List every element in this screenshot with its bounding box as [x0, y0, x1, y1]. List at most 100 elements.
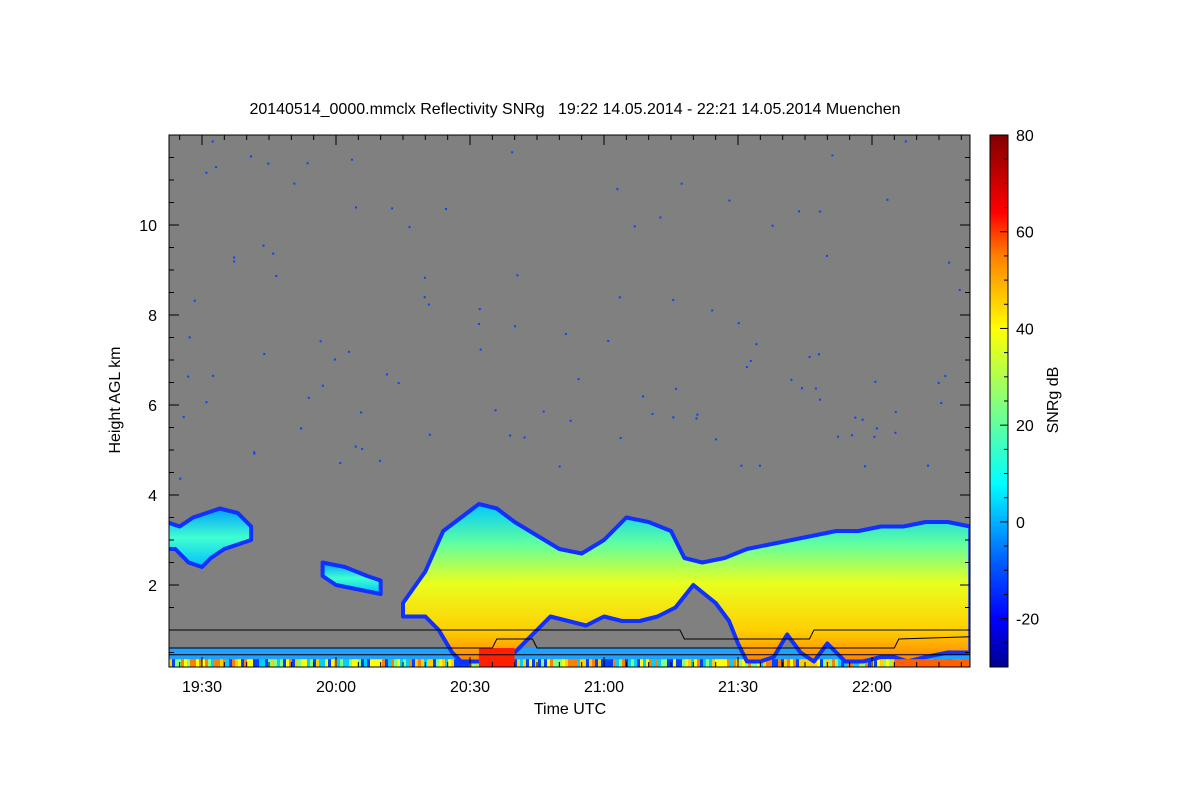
noise-speckle [478, 308, 481, 311]
surface-echo-pixel [298, 659, 301, 667]
y-tick-label: 10 [139, 218, 157, 235]
surface-echo-pixel [592, 659, 595, 667]
surface-echo-pixel [274, 659, 277, 667]
surface-echo-pixel [448, 659, 451, 667]
surface-echo-pixel [667, 659, 670, 667]
surface-echo-pixel [400, 659, 403, 667]
surface-echo-pixel [808, 659, 811, 667]
surface-echo-pixel [310, 659, 313, 667]
noise-speckle [360, 411, 363, 414]
noise-speckle [886, 198, 889, 201]
surface-echo-pixel [229, 659, 232, 667]
surface-echo-pixel [238, 659, 241, 667]
surface-echo-pixel [244, 659, 247, 667]
surface-echo-pixel [328, 659, 331, 667]
surface-echo-pixel [340, 659, 343, 667]
surface-echo-pixel [520, 659, 523, 667]
noise-speckle [361, 447, 364, 450]
surface-echo-pixel [865, 659, 868, 667]
surface-echo-pixel [637, 659, 640, 667]
noise-speckle [275, 275, 278, 278]
noise-speckle [542, 410, 545, 413]
noise-speckle [927, 464, 930, 467]
surface-echo-pixel [805, 659, 808, 667]
surface-echo-pixel [349, 659, 352, 667]
x-tick-label: 20:00 [316, 679, 356, 696]
surface-echo-pixel [595, 659, 598, 667]
noise-speckle [749, 359, 752, 362]
surface-echo-pixel [181, 659, 184, 667]
surface-echo-pixel [682, 659, 685, 667]
surface-echo-pixel [367, 659, 370, 667]
surface-echo-pixel [385, 659, 388, 667]
surface-echo-pixel [694, 659, 697, 667]
noise-speckle [215, 166, 218, 169]
surface-echo-pixel [589, 659, 592, 667]
surface-echo-pixel [421, 659, 424, 667]
surface-echo-pixel [652, 659, 655, 667]
noise-speckle [874, 380, 877, 383]
noise-speckle [354, 206, 357, 209]
surface-echo-pixel [727, 659, 730, 667]
noise-speckle [347, 350, 350, 353]
noise-speckle [511, 151, 514, 154]
surface-echo-pixel [880, 659, 883, 667]
surface-echo-pixel [700, 659, 703, 667]
surface-echo-pixel [241, 659, 244, 667]
surface-echo-pixel [391, 659, 394, 667]
surface-echo-pixel [382, 659, 385, 667]
surface-echo-pixel [640, 659, 643, 667]
noise-speckle [479, 348, 482, 351]
surface-echo-pixel [250, 659, 253, 667]
surface-echo-pixel [403, 659, 406, 667]
surface-echo-pixel [442, 659, 445, 667]
noise-speckle [875, 427, 878, 430]
surface-echo-pixel [370, 659, 373, 667]
noise-speckle [516, 274, 519, 277]
surface-echo-pixel [286, 659, 289, 667]
surface-echo-pixel [679, 659, 682, 667]
surface-echo-pixel [787, 659, 790, 667]
surface-echo-pixel [232, 659, 235, 667]
noise-speckle [618, 296, 621, 299]
surface-echo-pixel [373, 659, 376, 667]
noise-speckle [187, 375, 190, 378]
noise-speckle [758, 464, 761, 467]
surface-echo-pixel [331, 659, 334, 667]
noise-speckle [696, 413, 699, 416]
chart-title: 20140514_0000.mmclx Reflectivity SNRg 19… [249, 101, 900, 118]
noise-speckle [854, 416, 857, 419]
y-tick-label: 2 [148, 578, 157, 595]
noise-speckle [339, 462, 342, 465]
surface-echo-pixel [775, 659, 778, 667]
noise-speckle [817, 353, 820, 356]
surface-echo-pixel [562, 659, 565, 667]
surface-echo-pixel [547, 659, 550, 667]
surface-echo-pixel [883, 659, 886, 667]
echo-region [320, 560, 383, 596]
noise-speckle [558, 465, 561, 468]
surface-echo-pixel [259, 659, 262, 667]
surface-echo-pixel [835, 659, 838, 667]
surface-echo-pixel [724, 659, 727, 667]
surface-echo-pixel [415, 659, 418, 667]
noise-speckle [272, 252, 275, 255]
noise-speckle [211, 140, 214, 143]
surface-echo-pixel [553, 659, 556, 667]
surface-echo-pixel [814, 659, 817, 667]
noise-speckle [205, 401, 208, 404]
noise-speckle [819, 210, 822, 213]
surface-echo-pixel [703, 659, 706, 667]
surface-echo-pixel [676, 659, 679, 667]
noise-speckle [958, 288, 961, 291]
noise-speckle [188, 336, 191, 339]
surface-echo-pixel [409, 659, 412, 667]
surface-echo-pixel [253, 659, 256, 667]
surface-echo-pixel [517, 659, 520, 667]
surface-echo-pixel [733, 659, 736, 667]
surface-echo-pixel [823, 659, 826, 667]
x-tick-label: 21:00 [584, 679, 624, 696]
surface-echo-pixel [874, 659, 877, 667]
surface-echo-pixel [697, 659, 700, 667]
surface-echo-pixel [658, 659, 661, 667]
